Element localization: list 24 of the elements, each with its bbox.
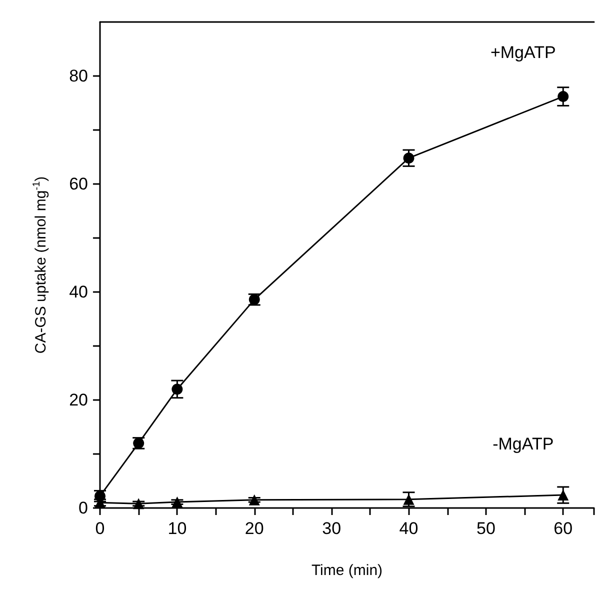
x-tick-label: 50 bbox=[476, 519, 496, 538]
x-tick-label: 60 bbox=[554, 519, 573, 538]
point bbox=[558, 91, 569, 102]
x-axis-title: Time (min) bbox=[311, 562, 383, 579]
y-axis-title: CA-GS uptake (nmol mg-1) bbox=[32, 176, 50, 354]
x-tick-label: 0 bbox=[95, 519, 105, 538]
point bbox=[172, 496, 183, 508]
point bbox=[172, 384, 183, 395]
y-tick-label: 60 bbox=[69, 174, 88, 194]
y-tick-label: 40 bbox=[69, 282, 88, 302]
x-tick-label: 10 bbox=[168, 519, 187, 538]
x-tick-label: 20 bbox=[244, 519, 264, 538]
text: -MgATP bbox=[492, 434, 554, 454]
y-tick-label: 0 bbox=[78, 498, 88, 518]
x-tick-label: 30 bbox=[322, 519, 342, 538]
point bbox=[403, 152, 414, 164]
y-tick-label: 80 bbox=[69, 66, 88, 86]
point bbox=[133, 498, 144, 510]
point bbox=[558, 490, 569, 501]
point bbox=[94, 490, 106, 502]
y-tick-label: 20 bbox=[69, 390, 88, 410]
point bbox=[248, 494, 260, 506]
x-tick-label: 40 bbox=[399, 519, 418, 538]
series-label: +MgATP bbox=[490, 43, 556, 62]
